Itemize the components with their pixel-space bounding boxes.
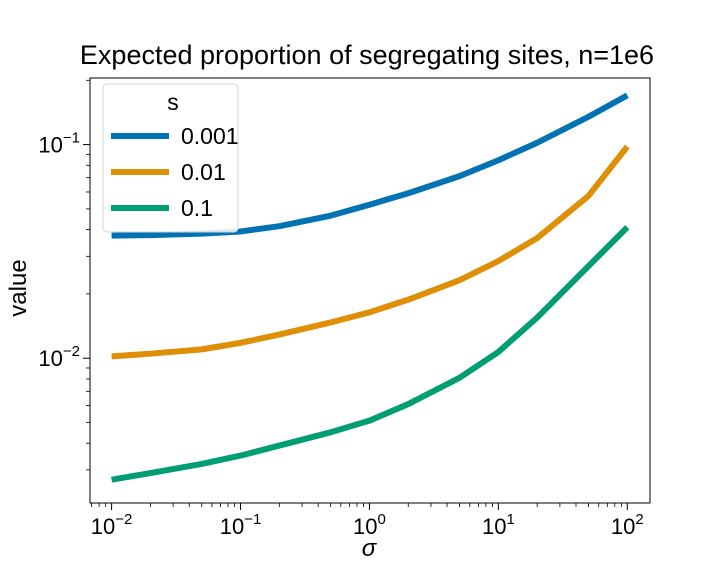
y-axis-label: value <box>5 259 32 316</box>
series-line-2 <box>111 225 630 483</box>
legend-label: 0.01 <box>181 159 226 185</box>
x-tick-label: 102 <box>611 511 644 539</box>
axis-ticks <box>83 79 628 510</box>
chart-title: Expected proportion of segregating sites… <box>80 40 654 70</box>
x-tick-label: 10−2 <box>91 511 133 539</box>
series-line-1 <box>111 144 630 360</box>
legend-label: 0.1 <box>181 195 213 221</box>
legend: s0.001 0.01 0.1 <box>102 83 239 233</box>
y-tick-label: 10−1 <box>38 130 80 158</box>
legend-box <box>102 83 239 233</box>
tick-labels: 10−2 10−1 100 101 102 10−2 10−1 <box>38 130 643 539</box>
series-line-0 <box>111 92 629 239</box>
plot-frame <box>89 77 651 504</box>
x-tick-label: 10−1 <box>220 511 262 539</box>
x-tick-label: 101 <box>482 511 515 539</box>
x-axis-label: σ <box>362 535 378 562</box>
legend-title: s <box>167 89 179 115</box>
legend-label: 0.001 <box>181 123 239 149</box>
y-tick-label: 10−2 <box>38 343 80 371</box>
plot-area <box>111 92 630 483</box>
x-tick-label: 100 <box>353 511 386 539</box>
